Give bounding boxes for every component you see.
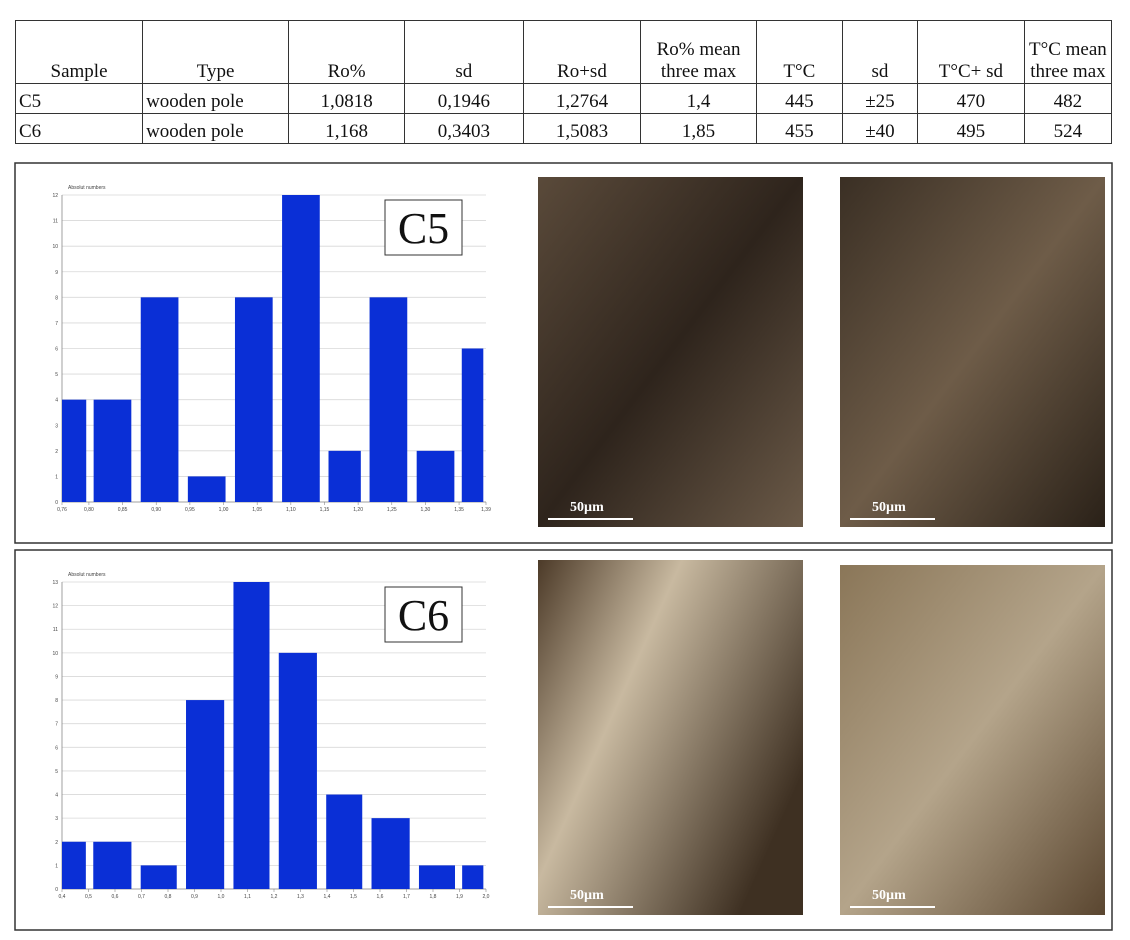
x-tick-label: 1,00: [219, 507, 229, 513]
y-tick-label: 1: [55, 474, 58, 480]
y-tick-label: 11: [53, 627, 58, 633]
y-tick-label: 3: [55, 816, 58, 822]
bar: [326, 795, 362, 889]
y-tick-label: 8: [55, 698, 58, 704]
bar: [186, 700, 224, 889]
x-tick-label: 0,5: [85, 894, 92, 900]
scale-label: 50µm: [872, 888, 906, 903]
y-tick-label: 6: [55, 347, 58, 353]
x-tick-label: 0,90: [151, 507, 161, 513]
y-tick-label: 6: [55, 745, 58, 751]
x-tick-label: 1,2: [271, 894, 278, 900]
x-tick-label: 1,15: [320, 507, 330, 513]
bar: [372, 818, 410, 889]
x-tick-label: 0,9: [191, 894, 198, 900]
y-tick-label: 0: [55, 500, 58, 506]
y-tick-label: 7: [55, 722, 58, 728]
y-axis-title: Absolut numbers: [68, 572, 106, 578]
scale-label: 50µm: [570, 888, 604, 903]
y-tick-label: 4: [55, 398, 58, 404]
micrograph: [840, 565, 1105, 915]
micrograph: [538, 177, 803, 527]
y-tick-label: 3: [55, 423, 58, 429]
y-tick-label: 9: [55, 270, 58, 276]
y-tick-label: 5: [55, 769, 58, 775]
x-tick-label: 0,8: [165, 894, 172, 900]
y-tick-label: 5: [55, 372, 58, 378]
x-tick-label: 1,35: [454, 507, 464, 513]
x-tick-label: 1,5: [350, 894, 357, 900]
bar: [462, 349, 484, 503]
y-tick-label: 11: [53, 219, 58, 225]
x-tick-label: 1,30: [421, 507, 431, 513]
bar: [62, 842, 86, 889]
bar: [282, 195, 320, 502]
y-tick-label: 12: [52, 193, 58, 199]
bar: [94, 400, 132, 502]
page: SampleTypeRo%sdRo+sdRo% mean three maxT°…: [0, 0, 1130, 940]
x-tick-label: 2,0: [483, 894, 490, 900]
x-tick-label: 1,25: [387, 507, 397, 513]
x-tick-label: 1,0: [218, 894, 225, 900]
y-tick-label: 4: [55, 793, 58, 799]
y-tick-label: 0: [55, 887, 58, 893]
x-tick-label: 0,85: [118, 507, 128, 513]
x-tick-label: 1,6: [377, 894, 384, 900]
bar: [233, 582, 269, 889]
x-tick-label: 1,20: [353, 507, 363, 513]
x-tick-label: 0,4: [59, 894, 66, 900]
x-tick-label: 1,4: [324, 894, 331, 900]
bar: [62, 400, 86, 502]
bar: [417, 451, 455, 502]
y-tick-label: 7: [55, 321, 58, 327]
bar: [141, 297, 179, 502]
x-tick-label: 1,9: [456, 894, 463, 900]
scale-label: 50µm: [872, 500, 906, 515]
y-tick-label: 1: [55, 863, 58, 869]
bar: [141, 865, 177, 889]
bar: [419, 865, 455, 889]
micrograph: [840, 177, 1105, 527]
y-tick-label: 10: [52, 651, 58, 657]
panel-label: C5: [398, 204, 449, 253]
bar: [235, 297, 273, 502]
y-tick-label: 9: [55, 674, 58, 680]
figure: 0123456789101112Absolut numbers0,760,800…: [0, 0, 1130, 940]
bar: [279, 653, 317, 889]
x-tick-label: 0,95: [185, 507, 195, 513]
x-tick-label: 1,7: [403, 894, 410, 900]
bar: [93, 842, 131, 889]
bar: [329, 451, 361, 502]
bar: [370, 297, 408, 502]
y-axis-title: Absolut numbers: [68, 185, 106, 191]
panel-label: C6: [398, 591, 449, 640]
y-tick-label: 12: [52, 604, 58, 610]
x-tick-label: 0,6: [112, 894, 119, 900]
x-tick-label: 0,7: [138, 894, 145, 900]
bar: [462, 865, 483, 889]
x-tick-label: 1,1: [244, 894, 251, 900]
x-tick-label: 1,10: [286, 507, 296, 513]
x-tick-label: 1,39: [481, 507, 491, 513]
y-tick-label: 8: [55, 295, 58, 301]
micrograph: [538, 560, 803, 915]
scale-label: 50µm: [570, 500, 604, 515]
x-tick-label: 1,05: [252, 507, 262, 513]
bar: [188, 476, 226, 502]
y-tick-label: 2: [55, 840, 58, 846]
y-tick-label: 13: [52, 580, 58, 586]
x-tick-label: 0,76: [57, 507, 67, 513]
y-tick-label: 10: [52, 244, 58, 250]
x-tick-label: 1,8: [430, 894, 437, 900]
x-tick-label: 0,80: [84, 507, 94, 513]
x-tick-label: 1,3: [297, 894, 304, 900]
y-tick-label: 2: [55, 449, 58, 455]
